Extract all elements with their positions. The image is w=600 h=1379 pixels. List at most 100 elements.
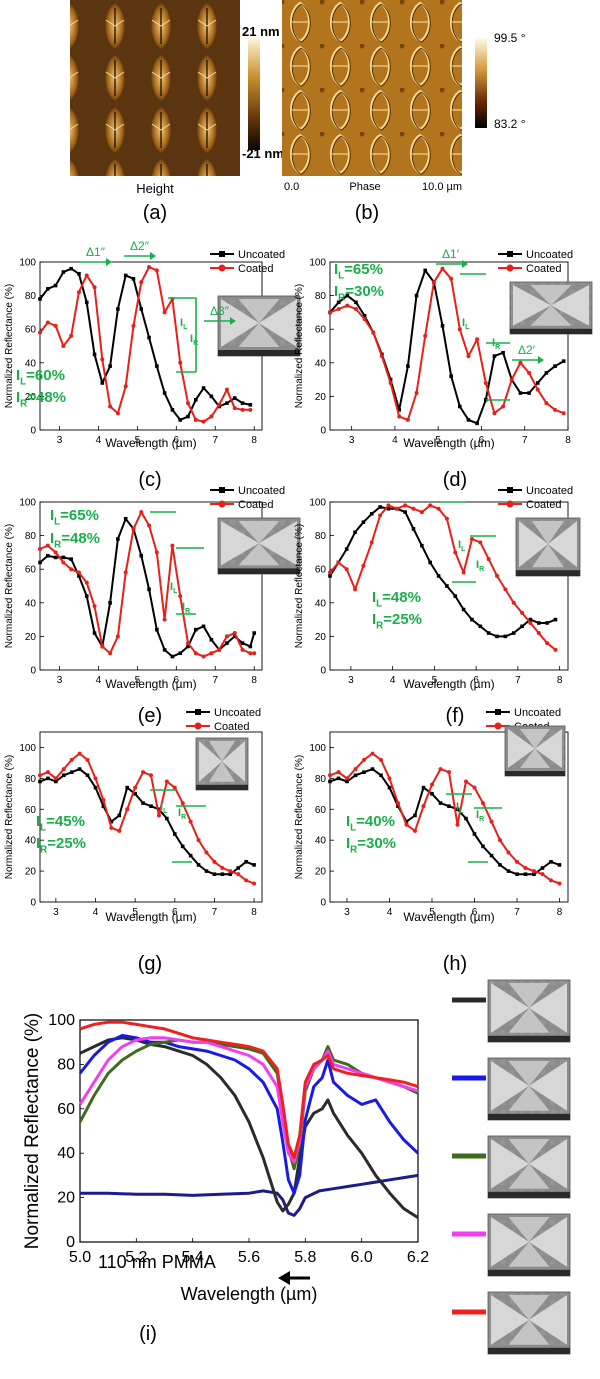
ir-value-h: IR=30% bbox=[346, 835, 396, 856]
x-tick-label-e: 4 bbox=[96, 675, 102, 686]
sem-thumbnail-f-right-triangle bbox=[548, 521, 577, 568]
point-e-coated bbox=[84, 580, 89, 585]
ir-value-d-subscript: R bbox=[338, 293, 345, 304]
sem-thumbnail-i-black bbox=[487, 979, 571, 1043]
y-axis-label-d: Normalized Reflectance (%) bbox=[294, 284, 305, 409]
y-tick-label-d: 100 bbox=[309, 258, 326, 269]
ir-value-e: IR=48% bbox=[50, 530, 100, 551]
point-c-coated bbox=[224, 387, 229, 392]
point-e-coated bbox=[186, 641, 190, 646]
legend-marker-coated bbox=[494, 722, 502, 730]
point-d-uncoated bbox=[406, 364, 410, 368]
annotation-h: IL=40%IR=30%IL IR bbox=[346, 793, 502, 863]
point-h-coated bbox=[362, 757, 366, 762]
point-g-coated bbox=[212, 859, 217, 864]
y-axis-label-f: Normalized Reflectance (%) bbox=[294, 524, 305, 649]
delta-arrowhead-c bbox=[150, 252, 156, 260]
series-line-d-coated bbox=[329, 267, 565, 421]
point-h-uncoated bbox=[370, 767, 375, 771]
point-f-coated bbox=[394, 506, 399, 511]
point-h-coated bbox=[447, 770, 451, 775]
point-h-coated bbox=[532, 869, 536, 874]
sem-thumbnail-f-bottom-triangle bbox=[532, 544, 564, 568]
sem-thumbnail-e-right-triangle bbox=[259, 521, 297, 566]
sem-thumbnail-d-right-triangle bbox=[551, 285, 589, 326]
inline-il-g: IL bbox=[160, 801, 168, 815]
point-e-coated bbox=[131, 526, 136, 531]
point-f-coated bbox=[419, 510, 424, 515]
point-g-uncoated bbox=[38, 779, 42, 784]
inline-il-g-letter: I bbox=[160, 801, 163, 813]
series-line-c-coated bbox=[39, 266, 251, 423]
point-g-coated bbox=[188, 819, 193, 824]
point-e-uncoated bbox=[162, 648, 167, 652]
point-d-coated bbox=[388, 380, 393, 385]
ir-value-c-subscript: R bbox=[20, 399, 27, 410]
inline-ir-e: IR bbox=[182, 601, 190, 615]
point-f-uncoated bbox=[361, 520, 366, 524]
x-axis-label-g: Wavelength (µm) bbox=[105, 910, 196, 924]
sem-thumbnail-f-top-triangle bbox=[532, 521, 564, 545]
point-h-coated bbox=[515, 859, 519, 864]
legend-label-uncoated: Uncoated bbox=[526, 249, 573, 261]
point-c-uncoated bbox=[53, 283, 58, 288]
y-axis-label-e: Normalized Reflectance (%) bbox=[4, 524, 15, 649]
inline-il-c-letter: I bbox=[180, 317, 183, 329]
legend-label-uncoated: Uncoated bbox=[238, 485, 285, 497]
ir-value-e-value: =48% bbox=[61, 530, 100, 547]
legend-marker-uncoated bbox=[219, 251, 225, 257]
x-tick-label-f: 3 bbox=[348, 675, 354, 686]
point-e-coated bbox=[92, 604, 97, 609]
x-tick-label-e: 8 bbox=[251, 675, 257, 686]
point-c-coated bbox=[232, 406, 237, 411]
panel-label-b: (b) bbox=[355, 202, 379, 224]
point-d-uncoated bbox=[336, 300, 341, 305]
point-d-coated bbox=[457, 327, 462, 332]
point-d-uncoated bbox=[362, 313, 367, 318]
legend-marker-uncoated bbox=[495, 709, 501, 715]
point-h-uncoated bbox=[413, 813, 417, 818]
x-tick-label-g: 8 bbox=[251, 907, 257, 918]
y-tick-label-i: 80 bbox=[57, 1056, 75, 1073]
x-tick-label-g: 5 bbox=[132, 907, 138, 918]
sem-thumbnail-h-scalebar-strip bbox=[505, 771, 565, 776]
point-h-coated bbox=[404, 822, 409, 827]
sem-thumbnail-e-top-triangle bbox=[238, 521, 280, 544]
point-f-coated bbox=[469, 536, 474, 541]
ir-value-c-letter: I bbox=[16, 389, 20, 406]
il-value-d-letter: I bbox=[334, 261, 338, 278]
x-tick-label-i: 6.2 bbox=[407, 1249, 429, 1266]
legend-label-coated: Coated bbox=[238, 499, 273, 511]
sem-thumbnail-e-scalebar-strip bbox=[218, 568, 300, 574]
point-d-coated bbox=[362, 317, 367, 322]
x-tick-label-g: 4 bbox=[93, 907, 99, 918]
x-tick-label-c: 3 bbox=[57, 435, 63, 446]
point-e-uncoated bbox=[225, 641, 229, 645]
point-e-coated bbox=[123, 570, 128, 575]
x-axis-label-d: Wavelength (µm) bbox=[403, 436, 494, 450]
y-axis-label-c: Normalized Reflectance (%) bbox=[4, 284, 15, 409]
point-d-uncoated bbox=[544, 371, 549, 375]
point-e-uncoated bbox=[248, 644, 253, 649]
point-d-coated bbox=[466, 354, 471, 359]
point-g-uncoated bbox=[109, 819, 114, 824]
panel-label-a: (a) bbox=[143, 202, 167, 224]
y-tick-label-e: 20 bbox=[25, 632, 37, 643]
sem-thumbnail-i-black-bottom-triangle bbox=[508, 1007, 550, 1033]
point-e-coated bbox=[61, 560, 66, 565]
point-c-uncoated bbox=[248, 403, 253, 407]
afm-height-image bbox=[70, 0, 240, 176]
point-g-coated bbox=[117, 828, 122, 833]
point-f-uncoated bbox=[470, 617, 474, 622]
point-e-uncoated bbox=[193, 627, 198, 632]
point-h-coated bbox=[472, 785, 477, 790]
shift-arrowhead bbox=[278, 1271, 290, 1285]
point-h-coated bbox=[421, 804, 426, 809]
sem-thumbnail-i-red-scalebar-strip bbox=[488, 1347, 570, 1354]
point-c-coated bbox=[139, 280, 144, 285]
point-h-uncoated bbox=[447, 804, 451, 808]
point-d-coated bbox=[518, 360, 523, 365]
point-c-uncoated bbox=[100, 381, 105, 385]
